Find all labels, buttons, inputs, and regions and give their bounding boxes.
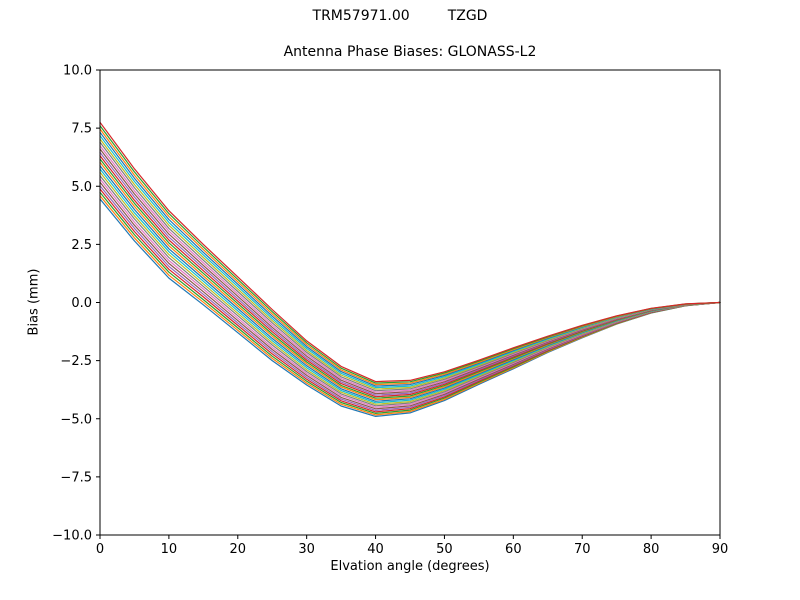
x-tick-label: 0 [96,542,104,557]
series-line-R14 [99,155,721,398]
y-tick-label: −7.5 [60,470,92,485]
y-tick-label: 5.0 [71,180,92,195]
y-tick-label: 10.0 [63,64,92,79]
series-line-R05 [99,185,721,411]
series-line-R24 [99,121,721,383]
y-tick-label: −2.5 [60,354,92,369]
x-tick-label: 80 [643,542,660,557]
dome-code: TZGD [447,8,488,24]
x-tick-label: 20 [230,542,247,557]
x-tick-label: 40 [367,542,384,557]
x-tick-label: 50 [436,542,453,557]
antenna-name: TRM57971.00 [312,8,410,24]
x-tick-label: 70 [574,542,591,557]
y-tick-label: 0.0 [71,296,92,311]
y-tick-label: 2.5 [71,238,92,253]
series-line-R16 [99,148,721,395]
x-tick-label: 60 [505,542,522,557]
y-tick-label: 7.5 [71,122,92,137]
chart-title: Antenna Phase Biases: GLONASS-L2 [283,44,537,60]
x-tick-label: 30 [298,542,315,557]
figure-suptitle: TRM57971.00 TZGD [0,8,800,24]
series-line-R13 [99,158,721,399]
axes-box [99,69,721,536]
x-tick-label: 10 [161,542,178,557]
x-tick-label: 90 [712,542,729,557]
series-line-R15 [99,151,721,396]
series-line-R06 [99,181,721,410]
series-line-R07 [99,178,721,408]
y-axis-label: Bias (mm) [26,268,42,336]
series-line-R23 [99,125,721,384]
y-tick-label: −5.0 [60,412,92,427]
series-line-R04 [99,188,721,413]
y-tick-label: −10.0 [52,529,92,544]
x-axis-label: Elvation angle (degrees) [330,559,490,574]
